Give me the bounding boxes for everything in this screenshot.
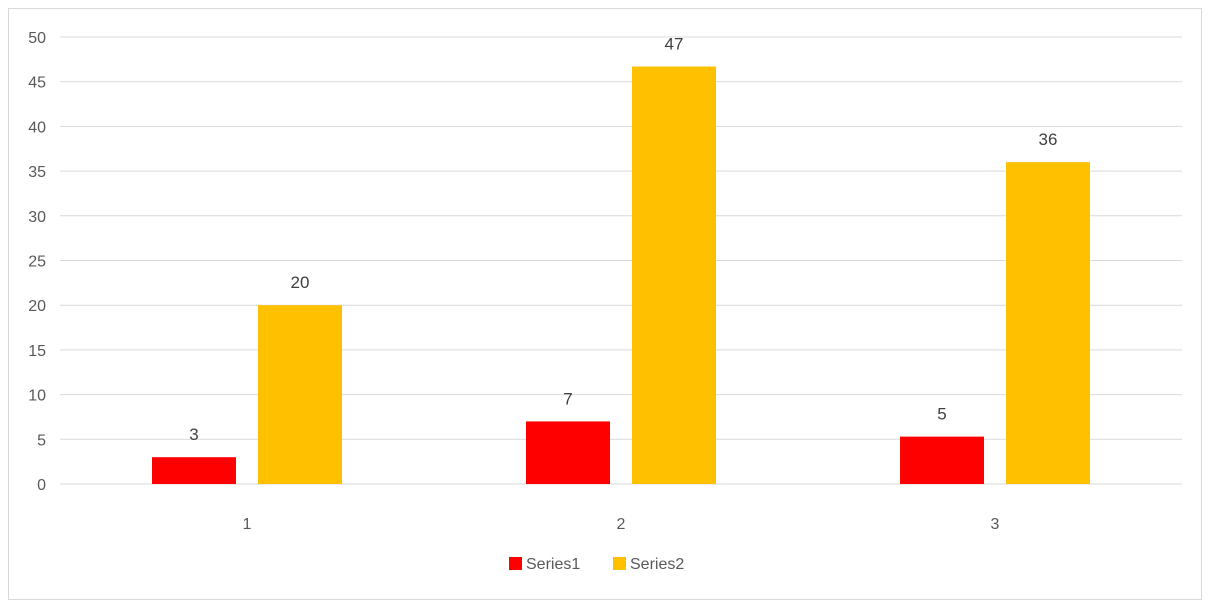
chart-frame <box>8 8 1202 600</box>
bar-series2-1[interactable] <box>258 305 342 484</box>
y-tick-label: 25 <box>28 254 46 271</box>
data-label: 20 <box>291 273 310 292</box>
y-tick-label: 45 <box>28 75 46 92</box>
x-tick-label: 2 <box>617 516 626 533</box>
y-tick-label: 40 <box>28 119 46 136</box>
bar-series1-2[interactable] <box>526 421 610 484</box>
y-tick-label: 5 <box>37 432 46 449</box>
legend-swatch-series1 <box>509 557 522 570</box>
y-tick-label: 50 <box>28 30 46 47</box>
y-tick-label: 0 <box>37 477 46 494</box>
x-tick-label: 1 <box>243 516 252 533</box>
y-tick-label: 20 <box>28 298 46 315</box>
legend-label-series1: Series1 <box>526 556 580 573</box>
legend-label-series2: Series2 <box>630 556 684 573</box>
y-tick-label: 10 <box>28 388 46 405</box>
data-label: 3 <box>189 425 198 444</box>
data-label: 7 <box>563 389 572 408</box>
y-tick-label: 30 <box>28 209 46 226</box>
x-tick-label: 3 <box>991 516 1000 533</box>
data-label: 36 <box>1039 130 1058 149</box>
y-tick-label: 15 <box>28 343 46 360</box>
data-label: 47 <box>665 35 684 54</box>
data-label: 5 <box>937 405 946 424</box>
bar-series2-2[interactable] <box>632 66 716 484</box>
bar-series2-3[interactable] <box>1006 162 1090 484</box>
bar-series1-1[interactable] <box>152 457 236 484</box>
y-tick-label: 35 <box>28 164 46 181</box>
legend-swatch-series2 <box>613 557 626 570</box>
bar-series1-3[interactable] <box>900 436 984 484</box>
